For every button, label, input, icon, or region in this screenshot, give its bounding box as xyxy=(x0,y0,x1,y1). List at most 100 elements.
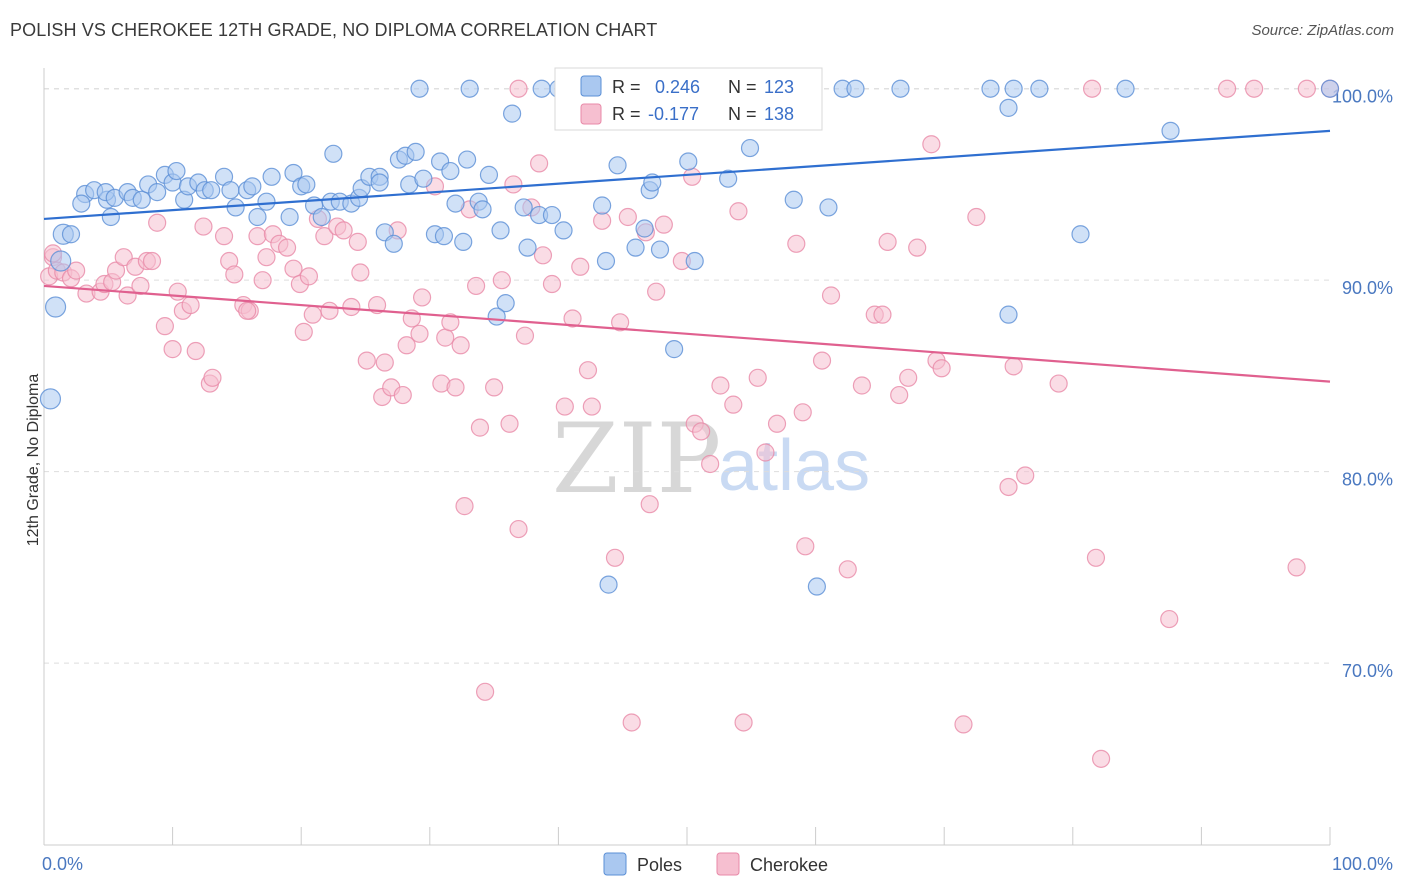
cherokee-point xyxy=(1091,749,1111,768)
cherokee-point xyxy=(106,261,126,280)
poles-point xyxy=(596,251,616,271)
poles-point xyxy=(457,150,477,169)
poles-point xyxy=(599,575,618,594)
cherokee-point xyxy=(466,276,486,296)
cherokee-point xyxy=(393,385,412,405)
cherokee-point xyxy=(446,378,465,397)
x-tick-labels: 0.0% 100.0% xyxy=(42,854,1393,874)
stats-r-label-cherokee: R = xyxy=(612,104,641,124)
cherokee-point xyxy=(530,154,549,173)
cherokee-point xyxy=(578,361,598,380)
cherokee-point xyxy=(1160,609,1179,629)
poles-point xyxy=(891,79,910,98)
cherokee-point xyxy=(163,340,182,359)
cherokee-point xyxy=(899,368,918,387)
cherokee-point xyxy=(555,397,574,416)
stats-n-value-poles: 123 xyxy=(764,77,794,97)
cherokee-point xyxy=(967,207,986,227)
cherokee-point xyxy=(812,351,832,370)
y-tick-label: 90.0% xyxy=(1342,278,1393,298)
cherokee-point xyxy=(168,282,187,301)
poles-point xyxy=(981,79,1000,98)
cherokee-point xyxy=(1287,558,1306,577)
y-tick-label: 70.0% xyxy=(1342,661,1393,681)
poles-point xyxy=(101,207,120,227)
cherokee-point xyxy=(470,418,490,437)
poles-point xyxy=(542,205,562,225)
poles-point xyxy=(807,577,826,596)
stats-n-label-cherokee: N = xyxy=(728,104,757,124)
cherokee-point xyxy=(257,248,276,267)
poles-point xyxy=(719,169,738,188)
cherokee-point xyxy=(397,336,416,355)
cherokee-point xyxy=(436,328,455,347)
poles-point xyxy=(819,198,838,217)
cherokee-point xyxy=(148,213,167,232)
poles-point xyxy=(50,250,72,272)
poles-point xyxy=(514,198,533,217)
poles-point xyxy=(312,207,331,227)
cherokee-point xyxy=(131,276,150,296)
poles-point xyxy=(297,175,316,194)
cherokee-point xyxy=(756,443,775,462)
poles-point xyxy=(384,234,403,253)
poles-point xyxy=(685,251,704,271)
poles-point xyxy=(1030,79,1049,98)
cherokee-point xyxy=(1016,466,1035,485)
cherokee-point xyxy=(701,454,720,474)
axes xyxy=(43,68,1331,846)
poles-point xyxy=(1320,79,1340,98)
cherokee-point xyxy=(571,257,590,276)
poles-point xyxy=(626,238,645,257)
stats-r-label-poles: R = xyxy=(612,77,641,97)
poles-point xyxy=(406,142,425,162)
cherokee-point xyxy=(315,227,334,246)
cherokee-point xyxy=(504,175,523,194)
stats-r-value-poles: 0.246 xyxy=(655,77,700,97)
poles-point xyxy=(740,138,760,158)
poles-point xyxy=(324,144,343,163)
cherokee-point xyxy=(838,560,857,579)
y-tick-label: 80.0% xyxy=(1342,470,1393,490)
stats-swatch-cherokee xyxy=(580,103,602,125)
poles-point xyxy=(503,104,522,123)
poles-point xyxy=(370,173,389,192)
cherokee-point xyxy=(582,397,601,416)
cherokee-point xyxy=(692,422,711,441)
trend-lines xyxy=(43,129,1331,383)
cherokee-point xyxy=(410,324,429,343)
poles-point xyxy=(679,152,698,171)
watermark-atlas: atlas xyxy=(718,426,870,506)
cherokee-point xyxy=(214,227,234,246)
poles-point xyxy=(1116,79,1135,98)
poles-point xyxy=(132,190,151,209)
poles-point xyxy=(202,181,221,200)
poles-point xyxy=(441,161,460,181)
cherokee-point xyxy=(225,265,244,284)
cherokee-point xyxy=(622,713,641,732)
cherokee-point xyxy=(1004,357,1023,376)
cherokee-point xyxy=(533,246,553,265)
cherokee-point xyxy=(294,322,313,341)
poles-point xyxy=(226,198,245,217)
poles-point xyxy=(72,194,91,213)
cherokee-point xyxy=(787,234,806,253)
cherokee-point xyxy=(412,288,432,307)
cherokee-point xyxy=(509,79,528,98)
cherokee-point xyxy=(748,368,767,387)
cherokee-point xyxy=(194,217,213,236)
stats-legend-box: R = 0.246 N = 123 R = -0.177 N = 138 xyxy=(554,67,823,131)
poles-point xyxy=(665,340,684,359)
cherokee-point xyxy=(142,251,162,271)
poles-point xyxy=(454,232,473,251)
cherokee-point xyxy=(683,167,702,186)
poles-point xyxy=(44,296,67,318)
cherokee-point xyxy=(793,403,812,422)
x-tick-label-max: 100.0% xyxy=(1332,854,1393,874)
legend-label-poles: Poles xyxy=(637,855,682,875)
cherokee-point xyxy=(1082,79,1102,98)
poles-point xyxy=(518,238,537,257)
cherokee-point xyxy=(284,259,303,278)
cherokee-point xyxy=(873,305,892,324)
